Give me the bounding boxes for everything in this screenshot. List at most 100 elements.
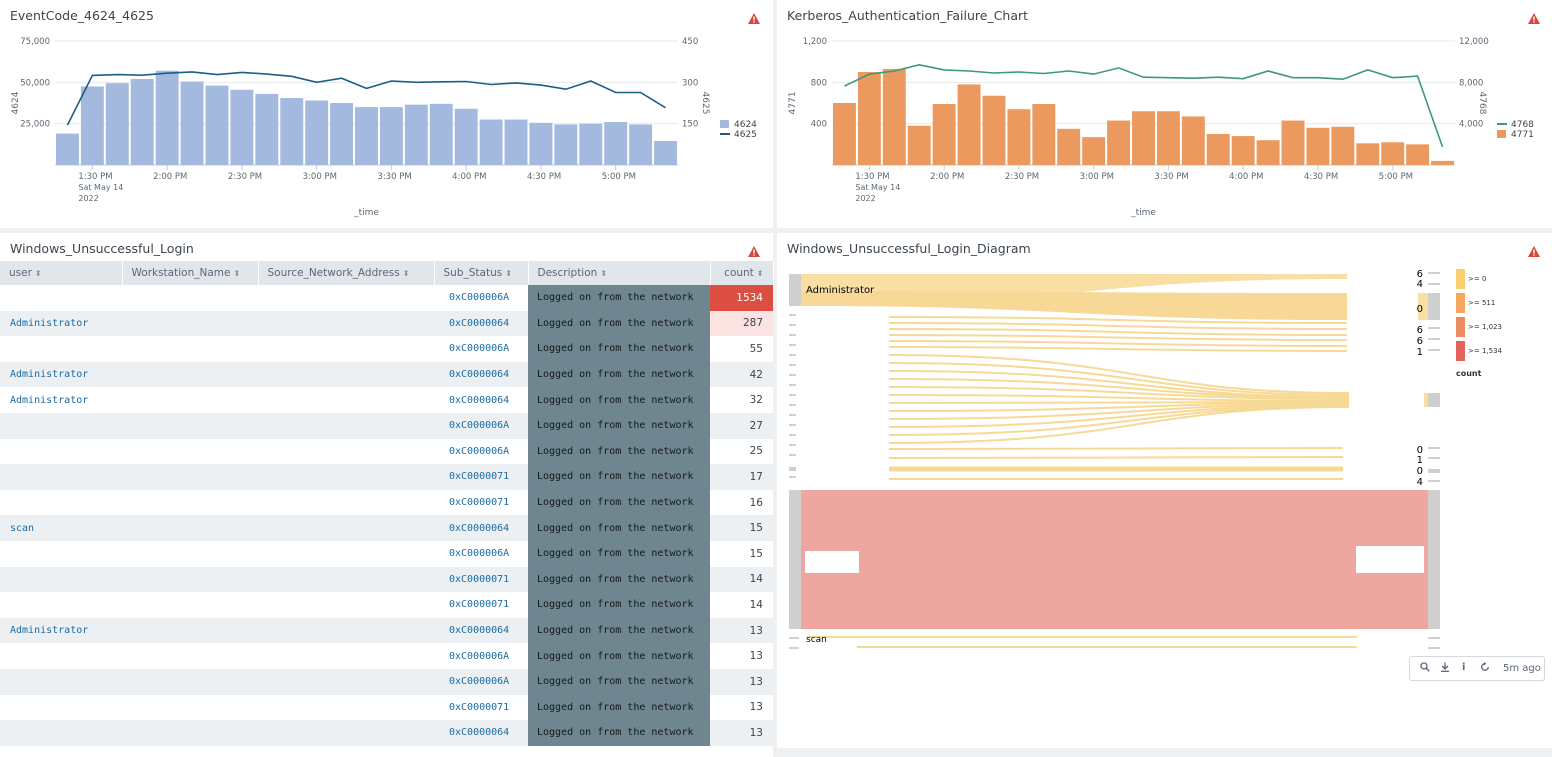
cell-sub-status[interactable]: 0xC0000071 [434, 592, 528, 618]
y-tick-label: 800 [811, 78, 827, 88]
cell-count[interactable]: 287 [710, 310, 773, 337]
cell-user[interactable] [0, 566, 122, 593]
cell-user[interactable] [0, 643, 122, 669]
cell-count[interactable]: 17 [710, 464, 773, 490]
column-header-count[interactable]: count ⬍ [710, 261, 774, 285]
cell-count[interactable]: 15 [710, 540, 773, 567]
cell-user[interactable] [0, 694, 122, 721]
table-row[interactable]: 0xC000006A Logged on from the network 15 [0, 540, 773, 567]
table-row[interactable]: 0xC000006A Logged on from the network 25 [0, 438, 773, 465]
table-row[interactable]: 0xC0000071 Logged on from the network 17 [0, 464, 773, 490]
column-header-source[interactable]: Source_Network_Address ⬍ [258, 261, 435, 285]
warning-icon[interactable] [1528, 13, 1540, 24]
sort-icon[interactable]: ⬍ [34, 269, 42, 278]
cell-count[interactable]: 32 [710, 387, 773, 413]
cell-sub-status[interactable]: 0xC000006A [434, 668, 528, 695]
cell-sub-status[interactable]: 0xC000006A [434, 412, 528, 439]
table-row[interactable]: Administrator 0xC0000064 Logged on from th… [0, 361, 773, 388]
table-row[interactable]: 0xC000006A Logged on from the network 1534 [0, 285, 773, 311]
cell-sub-status[interactable]: 0xC000006A [434, 285, 528, 311]
sort-icon[interactable]: ⬍ [402, 269, 410, 278]
table-row[interactable]: 0xC0000071 Logged on from the network 14 [0, 592, 773, 618]
table-row[interactable]: 0xC000006A Logged on from the network 55 [0, 336, 773, 362]
cell-user[interactable] [0, 668, 122, 695]
table-row[interactable]: Administrator 0xC0000064 Logged on from th… [0, 310, 773, 337]
cell-sub-status[interactable]: 0xC0000064 [434, 361, 528, 388]
download-icon[interactable] [1440, 662, 1450, 675]
table-row[interactable]: Administrator 0xC0000064 Logged on from th… [0, 387, 773, 413]
cell-user[interactable] [0, 540, 122, 567]
cell-count[interactable]: 55 [710, 336, 773, 362]
cell-count[interactable]: 13 [710, 617, 773, 644]
table-row[interactable]: 0xC000006A Logged on from the network 13 [0, 668, 773, 695]
cell-count[interactable]: 13 [710, 720, 773, 746]
table-row[interactable]: 0xC0000071 Logged on from the network 14 [0, 566, 773, 593]
cell-count[interactable]: 15 [710, 515, 773, 541]
cell-sub-status[interactable]: 0xC0000071 [434, 464, 528, 490]
column-header-sub-status[interactable]: Sub_Status ⬍ [434, 261, 529, 285]
cell-count[interactable]: 42 [710, 361, 773, 388]
cell-user[interactable] [0, 412, 122, 439]
table-row[interactable]: Administrator 0xC0000064 Logged on from th… [0, 617, 773, 644]
cell-count[interactable]: 14 [710, 566, 773, 593]
table-row[interactable]: scan 0xC0000064 Logged on from the network… [0, 515, 773, 541]
cell-sub-status[interactable]: 0xC0000064 [434, 387, 528, 413]
cell-count[interactable]: 14 [710, 592, 773, 618]
cell-user[interactable] [0, 489, 122, 516]
cell-sub-status[interactable]: 0xC0000064 [434, 617, 528, 644]
table-row[interactable]: 0xC0000071 Logged on from the network 16 [0, 489, 773, 516]
warning-icon[interactable] [1528, 246, 1540, 257]
cell-sub-status[interactable]: 0xC000006A [434, 438, 528, 465]
cell-user[interactable] [0, 336, 122, 362]
cell-count[interactable]: 16 [710, 489, 773, 516]
cell-count[interactable]: 27 [710, 412, 773, 439]
cell-user[interactable]: Administrator [0, 310, 122, 337]
cell-user[interactable]: Administrator [0, 387, 122, 413]
refresh-icon[interactable] [1480, 662, 1490, 675]
cell-sub-status[interactable]: 0xC000006A [434, 336, 528, 362]
cell-sub-status[interactable]: 0xC0000071 [434, 489, 528, 516]
table-row[interactable]: 0xC0000071 Logged on from the network 13 [0, 694, 773, 721]
sort-icon[interactable]: ⬍ [233, 269, 241, 278]
cell-sub-status[interactable]: 0xC0000064 [434, 515, 528, 541]
sort-icon[interactable]: ⬍ [756, 269, 764, 278]
cell-user[interactable]: Administrator [0, 361, 122, 388]
search-icon[interactable] [1420, 662, 1430, 675]
cell-user[interactable]: scan [0, 515, 122, 541]
cell-user[interactable]: Administrator [0, 617, 122, 644]
cell-user[interactable] [0, 464, 122, 490]
cell-count[interactable]: 13 [710, 668, 773, 695]
table-row[interactable]: 0xC0000064 Logged on from the network 13 [0, 720, 773, 746]
cell-sub-status[interactable]: 0xC0000064 [434, 310, 528, 337]
cell-count[interactable]: 13 [710, 643, 773, 669]
cell-user[interactable] [0, 720, 122, 746]
cell-description: Logged on from the network [528, 720, 710, 746]
warning-icon[interactable] [748, 13, 760, 24]
info-icon[interactable]: i [1462, 662, 1466, 673]
sort-icon[interactable]: ⬍ [600, 269, 608, 278]
cell-count[interactable]: 13 [710, 694, 773, 721]
column-header-workstation[interactable]: Workstation_Name ⬍ [122, 261, 259, 285]
cell-count[interactable]: 1534 [710, 285, 773, 311]
cell-user[interactable] [0, 438, 122, 465]
cell-count[interactable]: 25 [710, 438, 773, 465]
column-header-description[interactable]: Description ⬍ [528, 261, 711, 285]
sankey-flow-large[interactable] [801, 490, 1428, 629]
cell-sub-status[interactable]: 0xC0000071 [434, 694, 528, 721]
cell-sub-status[interactable]: 0xC0000071 [434, 566, 528, 593]
cell-sub-status[interactable]: 0xC0000064 [434, 720, 528, 746]
warning-icon[interactable] [748, 246, 760, 257]
table-row[interactable]: 0xC000006A Logged on from the network 13 [0, 643, 773, 669]
table-row[interactable]: 0xC000006A Logged on from the network 27 [0, 412, 773, 439]
cell-user[interactable] [0, 592, 122, 618]
sankey-label-scan[interactable]: scan [806, 635, 827, 645]
sankey-flow[interactable] [801, 291, 1347, 320]
cell-user[interactable] [0, 285, 122, 311]
column-header-user[interactable]: user ⬍ [0, 261, 123, 285]
cell-sub-status[interactable]: 0xC000006A [434, 540, 528, 567]
cell-sub-status[interactable]: 0xC000006A [434, 643, 528, 669]
sankey-node-administrator[interactable] [789, 274, 801, 306]
sort-icon[interactable]: ⬍ [505, 269, 512, 278]
sankey-label-administrator[interactable]: Administrator [806, 285, 875, 296]
sankey-node[interactable] [789, 490, 801, 629]
